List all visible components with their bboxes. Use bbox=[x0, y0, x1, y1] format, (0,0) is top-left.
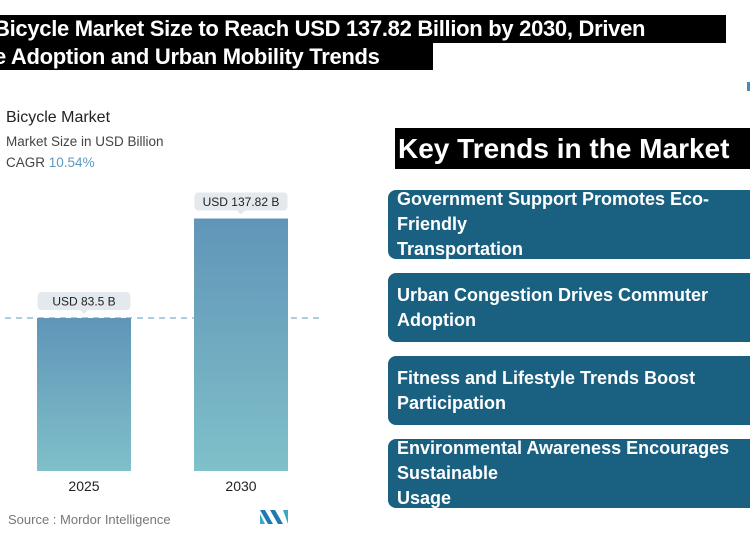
data-label-bg bbox=[194, 192, 288, 211]
cagr-label: CAGR bbox=[6, 155, 46, 170]
trend-item: Fitness and Lifestyle Trends Boost Parti… bbox=[388, 356, 750, 425]
data-label-pointer bbox=[80, 310, 88, 315]
key-trends-heading: Key Trends in the Market bbox=[395, 128, 750, 169]
bar-chart: USD 83.5 B 2025 USD 137.82 B 2030 bbox=[5, 192, 322, 494]
chart-title: Bicycle Market bbox=[6, 109, 111, 126]
trend-label: Fitness and Lifestyle Trends Boost Parti… bbox=[397, 367, 696, 413]
data-label-pointer bbox=[237, 210, 245, 215]
data-label: USD 137.82 B bbox=[203, 195, 280, 209]
x-tick-label: 2025 bbox=[68, 478, 99, 494]
edge-mark bbox=[747, 82, 750, 91]
trend-item: Government Support Promotes Eco-Friendly… bbox=[388, 190, 750, 259]
data-label: USD 83.5 B bbox=[52, 295, 115, 309]
headline-line-2: e Adoption and Urban Mobility Trends bbox=[0, 43, 433, 70]
x-tick-label: 2030 bbox=[225, 478, 256, 494]
trend-label: Government Support Promotes Eco-Friendly… bbox=[397, 190, 710, 259]
source-text: Source : Mordor Intelligence bbox=[8, 512, 171, 527]
trend-item: Urban Congestion Drives Commuter Adoptio… bbox=[388, 273, 750, 342]
headline-line-1: Bicycle Market Size to Reach USD 137.82 … bbox=[0, 15, 726, 43]
data-label-bg bbox=[37, 292, 131, 311]
trend-item: Environmental Awareness Encourages Susta… bbox=[388, 439, 750, 508]
trend-label: Urban Congestion Drives Commuter Adoptio… bbox=[397, 284, 709, 330]
chart-subtitle: Market Size in USD Billion bbox=[6, 134, 164, 149]
bar-2030 bbox=[194, 218, 288, 471]
bar-2025 bbox=[37, 318, 131, 471]
trend-label: Environmental Awareness Encourages Susta… bbox=[397, 439, 730, 508]
cagr: CAGR 10.54% bbox=[6, 155, 95, 170]
cagr-value: 10.54% bbox=[48, 155, 95, 170]
mordor-logo bbox=[260, 510, 288, 524]
